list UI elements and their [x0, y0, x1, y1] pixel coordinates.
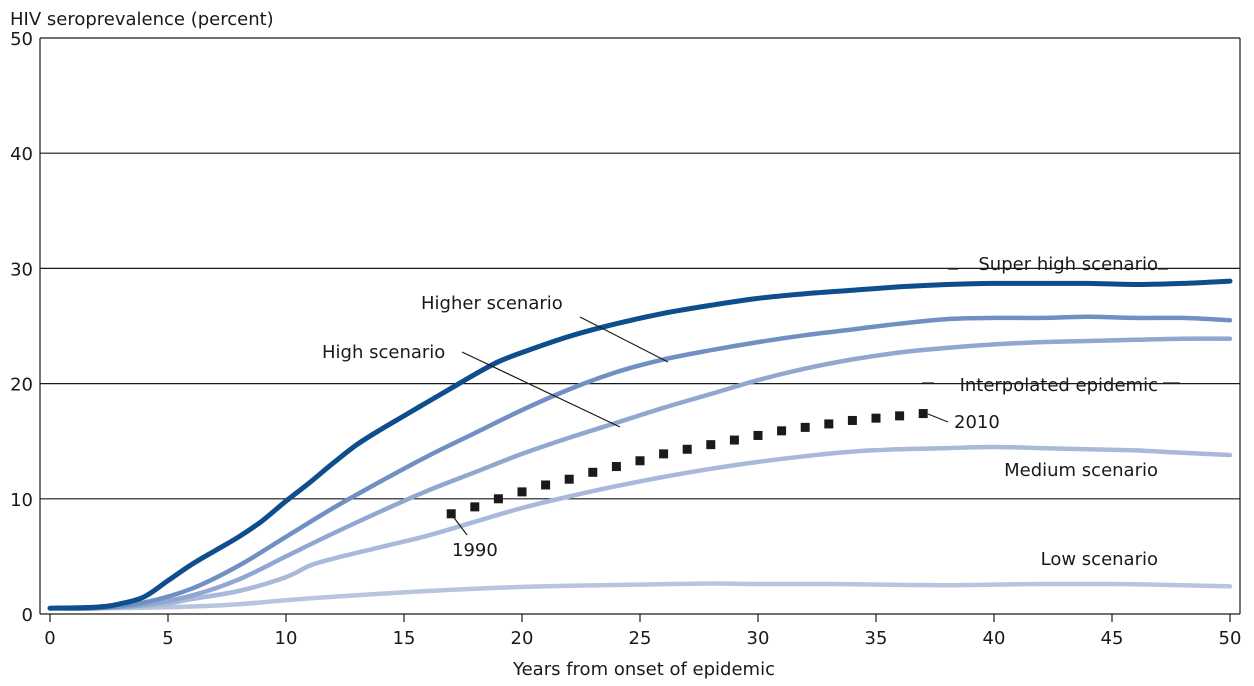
x-axis-title: Years from onset of epidemic	[512, 659, 775, 680]
series-line-higher-scenario	[47, 314, 1233, 611]
x-tick-label: 30	[747, 628, 770, 649]
series-line-super-high-scenario	[47, 278, 1233, 611]
interpolated-point	[564, 474, 574, 484]
interpolated-point	[847, 415, 857, 425]
x-tick-label: 50	[1219, 628, 1242, 649]
interpolated-point	[777, 426, 787, 436]
x-tick-label: 15	[393, 628, 416, 649]
interpolated-point	[541, 480, 551, 490]
annotation-leaders	[451, 268, 1180, 536]
leader-start-year	[451, 514, 468, 536]
series-line-high-scenario	[47, 336, 1233, 611]
interpolated-point	[800, 422, 810, 432]
interpolated-point	[470, 502, 480, 512]
y-tick-label: 10	[10, 490, 33, 511]
x-tick-label: 10	[275, 628, 298, 649]
interpolated-point	[753, 430, 763, 440]
label-high-scenario: High scenario	[322, 342, 445, 363]
y-tick-label: 40	[10, 144, 33, 165]
label-low-scenario: Low scenario	[1041, 549, 1158, 570]
x-tick-label: 5	[162, 628, 173, 649]
y-tick-label: 0	[22, 605, 33, 626]
label-start-year: 1990	[452, 540, 498, 561]
label-medium-scenario: Medium scenario	[1004, 460, 1158, 481]
interpolated-point	[517, 487, 527, 497]
label-interpolated-epidemic: Interpolated epidemic	[960, 375, 1158, 396]
interpolated-point	[682, 444, 692, 454]
interpolated-point	[588, 467, 598, 477]
x-tick-label: 20	[511, 628, 534, 649]
series-line-medium-scenario	[47, 444, 1233, 611]
interpolated-point	[871, 413, 881, 423]
gridlines	[39, 37, 1241, 615]
series-lines	[47, 278, 1233, 611]
x-tick-label: 35	[865, 628, 888, 649]
label-higher-scenario: Higher scenario	[421, 293, 563, 314]
x-tick-labels: 0 5 10 15 20 25 30 35 40 45 50	[44, 614, 1241, 649]
interpolated-point	[611, 462, 621, 472]
label-super-high-scenario: Super high scenario	[978, 254, 1158, 275]
interpolated-point	[918, 409, 928, 419]
interpolated-point	[446, 509, 456, 519]
label-end-year: 2010	[954, 412, 1000, 433]
leader-higher-scenario	[579, 316, 669, 363]
interpolated-point	[824, 419, 834, 429]
y-tick-labels: 0 10 20 30 40 50	[10, 29, 33, 626]
y-tick-label: 50	[10, 29, 33, 50]
y-axis-title: HIV seroprevalence (percent)	[10, 9, 274, 30]
y-tick-label: 30	[10, 259, 33, 280]
interpolated-point	[895, 411, 905, 421]
leader-high-scenario	[461, 351, 621, 428]
interpolated-point	[493, 494, 503, 504]
interpolated-point	[729, 435, 739, 445]
x-tick-label: 0	[44, 628, 55, 649]
interpolated-point	[659, 449, 669, 459]
x-tick-label: 25	[629, 628, 652, 649]
interpolated-epidemic-markers	[446, 409, 928, 519]
interpolated-point	[635, 456, 645, 466]
x-tick-label: 45	[1101, 628, 1124, 649]
interpolated-point	[706, 440, 716, 450]
x-tick-label: 40	[983, 628, 1006, 649]
series-line-low-scenario	[47, 581, 1233, 611]
y-tick-label: 20	[10, 375, 33, 396]
leader-end-year	[927, 413, 949, 423]
